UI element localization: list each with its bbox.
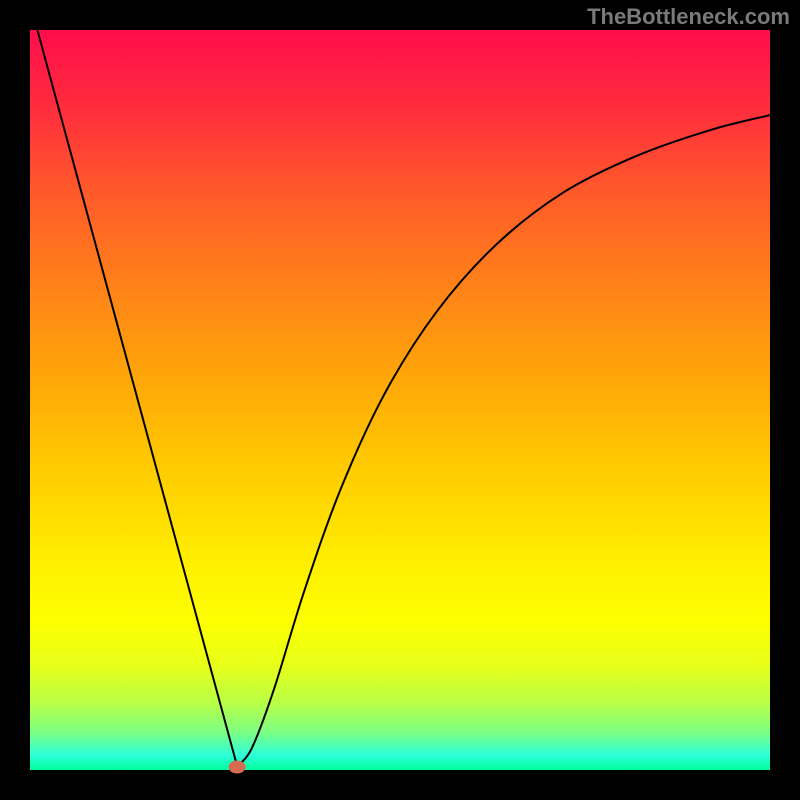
plot-area	[30, 30, 770, 770]
watermark-label: TheBottleneck.com	[587, 4, 790, 30]
minimum-marker	[229, 761, 246, 774]
chart-frame: TheBottleneck.com	[0, 0, 800, 800]
bottleneck-curve	[30, 30, 770, 770]
